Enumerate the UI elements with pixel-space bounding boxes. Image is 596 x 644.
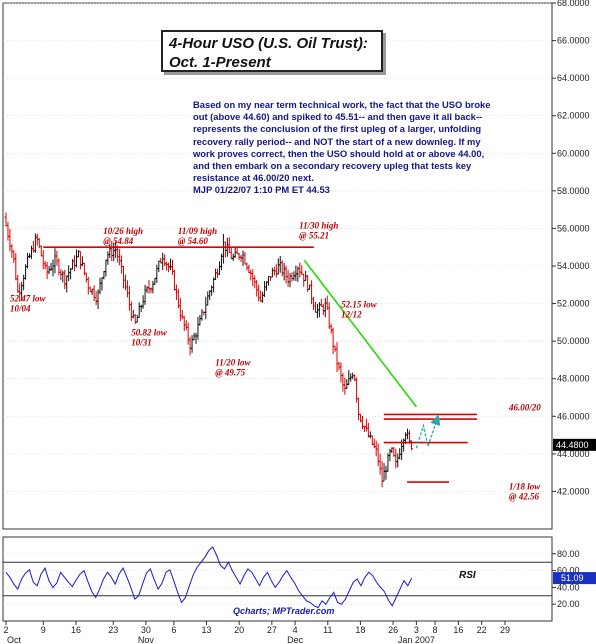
rsi-series-line bbox=[5, 546, 413, 609]
x-tick-label: 16 bbox=[71, 625, 81, 635]
x-month-label: Oct bbox=[7, 635, 22, 644]
x-tick-label: 13 bbox=[202, 625, 212, 635]
trendline bbox=[303, 259, 418, 408]
annotation-line: 52.47 low bbox=[10, 294, 47, 304]
x-tick-label: 29 bbox=[500, 625, 510, 635]
x-tick-label: 8 bbox=[433, 625, 438, 635]
annotation-line: 46.00/20 bbox=[508, 403, 541, 413]
x-tick-label: 11 bbox=[323, 625, 332, 635]
annotation-line: 50.82 low bbox=[131, 328, 168, 338]
commentary-line: work proves correct, then the USO should… bbox=[193, 147, 485, 159]
x-tick-label: 3 bbox=[414, 625, 419, 635]
price-annotation: 50.82 low 10/31 bbox=[131, 328, 168, 348]
price-annotation: 1/18 low @ 42.56 bbox=[509, 482, 541, 502]
footer-credit: Qcharts; MPTrader.com bbox=[233, 606, 334, 616]
annotation-line: 10/26 high bbox=[103, 226, 143, 236]
rsi-value-tag bbox=[553, 572, 596, 585]
y-tick-label: 66.0000 bbox=[557, 36, 590, 46]
commentary-signature: MJP 01/22/07 1:10 PM ET 44.53 bbox=[193, 184, 330, 196]
last-price-label: 44.4800 bbox=[556, 440, 589, 450]
x-month-label: Nov bbox=[138, 635, 155, 644]
annotation-line: 11/20 low bbox=[215, 358, 251, 368]
x-tick-label: 4 bbox=[293, 625, 298, 635]
y-tick-label: 42.0000 bbox=[557, 486, 590, 496]
y-tick-label: 56.0000 bbox=[557, 223, 590, 233]
y-tick-label: 48.0000 bbox=[557, 374, 590, 384]
last-price-tag bbox=[553, 438, 596, 451]
projection-arrow bbox=[415, 414, 441, 449]
x-tick-label: 18 bbox=[355, 625, 365, 635]
commentary-line: and then embark on a secondary recovery … bbox=[193, 160, 472, 172]
x-tick-label: 26 bbox=[388, 625, 398, 635]
rsi-tick-label: 80.00 bbox=[557, 549, 580, 559]
price-annotation: 11/09 high @ 54.60 bbox=[178, 226, 217, 246]
commentary-line: recovery rally period-- and NOT the star… bbox=[193, 135, 481, 147]
commentary: Based on my near term technical work, th… bbox=[193, 99, 529, 197]
y-tick-label: 52.0000 bbox=[557, 299, 590, 309]
price-annotation: 11/30 high @ 55.21 bbox=[299, 220, 338, 240]
x-tick-label: 27 bbox=[267, 625, 277, 635]
y-tick-label: 54.0000 bbox=[557, 261, 590, 271]
y-tick-label: 60.0000 bbox=[557, 148, 590, 158]
annotation-line: @ 54.84 bbox=[103, 236, 133, 246]
y-tick-label: 68.0000 bbox=[557, 0, 590, 8]
commentary-line: represents the conclusion of the first u… bbox=[193, 123, 482, 135]
x-month-label: Dec bbox=[287, 635, 304, 644]
commentary-line: out (above 44.60) and spiked to 45.51-- … bbox=[193, 111, 483, 123]
rsi-tick-label: 20.00 bbox=[557, 599, 580, 609]
x-tick-label: 6 bbox=[171, 625, 176, 635]
annotation-line: 1/18 low bbox=[509, 482, 541, 492]
annotation-line: @ 54.60 bbox=[178, 236, 208, 246]
x-tick-label: 9 bbox=[41, 625, 46, 635]
y-tick-label: 64.0000 bbox=[557, 73, 590, 83]
chart-title-line1: 4-Hour USO (U.S. Oil Trust): bbox=[169, 35, 368, 52]
commentary-line: resistance at 46.00/20 next. bbox=[193, 172, 314, 184]
y-tick-label: 58.0000 bbox=[557, 186, 590, 196]
price-annotation: 52.47 low 10/04 bbox=[10, 294, 47, 314]
x-month-label: Jan 2007 bbox=[398, 635, 435, 644]
x-tick-label: 30 bbox=[141, 625, 151, 635]
y-tick-label: 50.0000 bbox=[557, 336, 590, 346]
chart-title-box: 4-Hour USO (U.S. Oil Trust): Oct. 1-Pres… bbox=[161, 30, 383, 72]
annotation-line: @ 49.75 bbox=[215, 368, 245, 378]
rsi-tick-label: 40.00 bbox=[557, 582, 580, 592]
annotation-line: 10/31 bbox=[131, 338, 152, 348]
x-tick-label: 2 bbox=[3, 625, 8, 635]
commentary-line: Based on my near term technical work, th… bbox=[193, 99, 491, 110]
x-tick-label: 23 bbox=[108, 625, 118, 635]
x-tick-label: 16 bbox=[453, 625, 463, 635]
annotation-line: 10/04 bbox=[10, 304, 31, 314]
price-annotation: 52.15 low 12/12 bbox=[341, 299, 378, 319]
annotation-line: @ 42.56 bbox=[509, 492, 539, 502]
y-tick-label: 44.0000 bbox=[557, 449, 590, 459]
y-tick-label: 46.0000 bbox=[557, 411, 590, 421]
x-tick-label: 22 bbox=[477, 625, 487, 635]
annotation-line: 11/09 high bbox=[178, 226, 217, 236]
price-plot-frame bbox=[2, 2, 553, 530]
price-annotation: 46.00/20 bbox=[508, 403, 541, 413]
price-annotation: 10/26 high @ 54.84 bbox=[103, 226, 143, 246]
annotation-line: 52.15 low bbox=[341, 299, 378, 309]
rsi-label: RSI bbox=[459, 570, 476, 581]
y-tick-label: 62.0000 bbox=[557, 111, 590, 121]
rsi-tick-label: 60.00 bbox=[557, 566, 580, 576]
annotation-line: 11/30 high bbox=[299, 220, 338, 230]
rsi-value-label: 51.09 bbox=[561, 573, 584, 583]
chart-title-line2: Oct. 1-Present bbox=[169, 54, 271, 71]
price-annotation: 11/20 low @ 49.75 bbox=[215, 358, 251, 378]
annotation-line: 12/12 bbox=[341, 309, 362, 319]
rsi-plot-frame bbox=[2, 536, 553, 622]
x-tick-label: 20 bbox=[234, 625, 244, 635]
annotation-line: @ 55.21 bbox=[299, 230, 329, 240]
